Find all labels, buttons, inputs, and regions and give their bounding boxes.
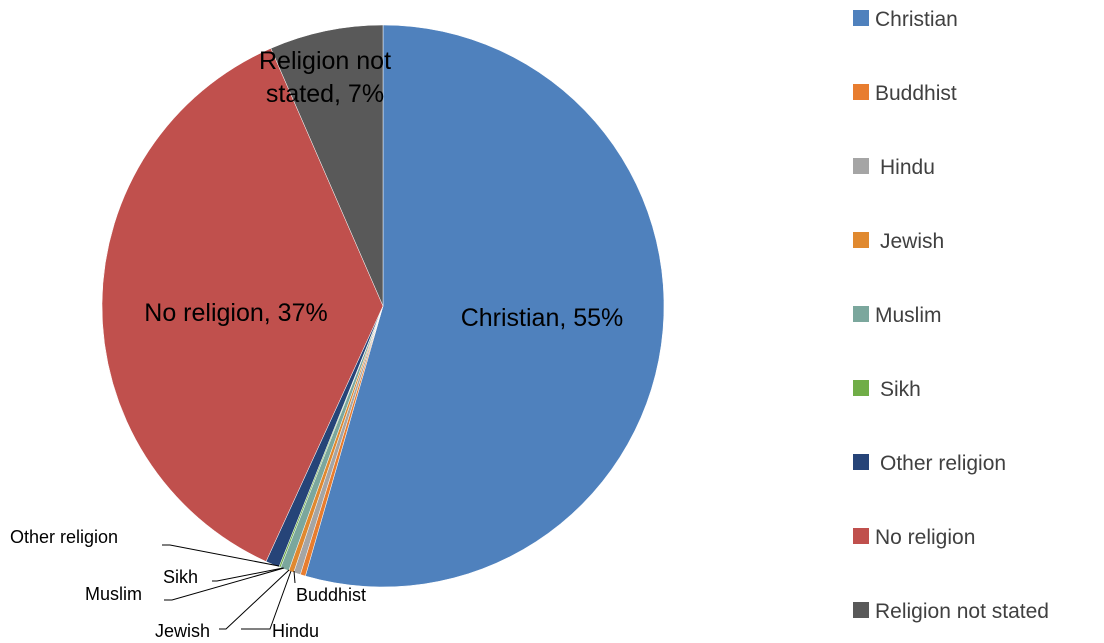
legend-swatch-religion-not-stated: [853, 602, 869, 618]
data-label-jewish: Jewish: [155, 621, 210, 641]
legend: Christian Buddhist Hindu Jewish Muslim Sikh Ot…: [853, 8, 1049, 623]
data-label-hindu: Hindu: [272, 621, 319, 641]
leader-line-buddhist: [293, 570, 296, 584]
legend-label-religion-not-stated: Religion not stated: [875, 600, 1049, 623]
data-label-no-religion: No religion, 37%: [144, 299, 327, 327]
legend-swatch-christian: [853, 10, 869, 26]
legend-label-christian: Christian: [875, 8, 958, 31]
legend-label-sikh: Sikh: [880, 378, 921, 401]
data-label-buddhist: Buddhist: [296, 585, 366, 605]
legend-swatch-hindu: [853, 158, 869, 174]
legend-label-no-religion: No religion: [875, 526, 975, 549]
pie-slice-religion-not-stated: [270, 24, 384, 307]
leader-line-sikh: [212, 567, 284, 582]
legend-swatch-buddhist: [853, 84, 869, 100]
pie-slices: [101, 24, 665, 588]
legend-label-buddhist: Buddhist: [875, 82, 957, 105]
leader-line-other-religion: [162, 544, 280, 567]
data-label-muslim: Muslim: [85, 584, 142, 604]
pie-slice-no-religion: [101, 48, 384, 562]
legend-label-other-religion: Other religion: [880, 452, 1006, 475]
leader-line-jewish: [219, 569, 290, 630]
legend-swatch-other-religion: [853, 454, 869, 470]
pie-slice-christian: [305, 24, 665, 588]
leader-line-muslim: [164, 567, 285, 601]
leader-line-hindu: [241, 570, 292, 630]
callout-leader-lines: [162, 544, 296, 630]
legend-swatch-sikh: [853, 380, 869, 396]
data-label-sikh: Sikh: [163, 567, 198, 587]
legend-swatch-muslim: [853, 306, 869, 322]
legend-label-hindu: Hindu: [880, 156, 935, 179]
data-labels: Christian, 55% No religion, 37% Religion n…: [10, 47, 623, 641]
data-label-religion-not-stated: Religion not stated, 7%: [259, 47, 391, 108]
legend-swatch-jewish: [853, 232, 869, 248]
legend-swatch-no-religion: [853, 528, 869, 544]
data-label-other-religion: Other religion: [10, 527, 118, 547]
legend-label-jewish: Jewish: [880, 230, 944, 253]
legend-label-muslim: Muslim: [875, 304, 942, 327]
data-label-christian: Christian, 55%: [461, 304, 624, 332]
